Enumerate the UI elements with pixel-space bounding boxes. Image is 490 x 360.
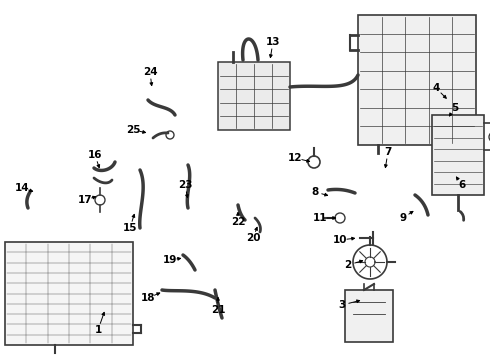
- Text: 13: 13: [266, 37, 280, 47]
- Text: 22: 22: [231, 217, 245, 227]
- Text: 14: 14: [15, 183, 29, 193]
- Text: 15: 15: [123, 223, 137, 233]
- Bar: [345, 290, 393, 342]
- Bar: [218, 62, 290, 130]
- Text: 20: 20: [246, 233, 260, 243]
- Text: 5: 5: [451, 103, 459, 113]
- Text: 17: 17: [78, 195, 92, 205]
- Text: 18: 18: [141, 293, 155, 303]
- Text: 19: 19: [163, 255, 177, 265]
- Text: 8: 8: [311, 187, 318, 197]
- Text: 2: 2: [344, 260, 352, 270]
- Text: 11: 11: [313, 213, 327, 223]
- Text: 21: 21: [211, 305, 225, 315]
- Text: 6: 6: [458, 180, 466, 190]
- Bar: [5, 242, 133, 345]
- Text: 23: 23: [178, 180, 192, 190]
- Text: 10: 10: [333, 235, 347, 245]
- Text: 25: 25: [126, 125, 140, 135]
- Text: 12: 12: [288, 153, 302, 163]
- Text: 9: 9: [399, 213, 407, 223]
- Text: 3: 3: [339, 300, 345, 310]
- Bar: [432, 115, 484, 195]
- Text: 1: 1: [95, 325, 101, 335]
- Bar: [358, 15, 476, 145]
- Text: 16: 16: [88, 150, 102, 160]
- Text: 24: 24: [143, 67, 157, 77]
- Text: 7: 7: [384, 147, 392, 157]
- Text: 4: 4: [432, 83, 440, 93]
